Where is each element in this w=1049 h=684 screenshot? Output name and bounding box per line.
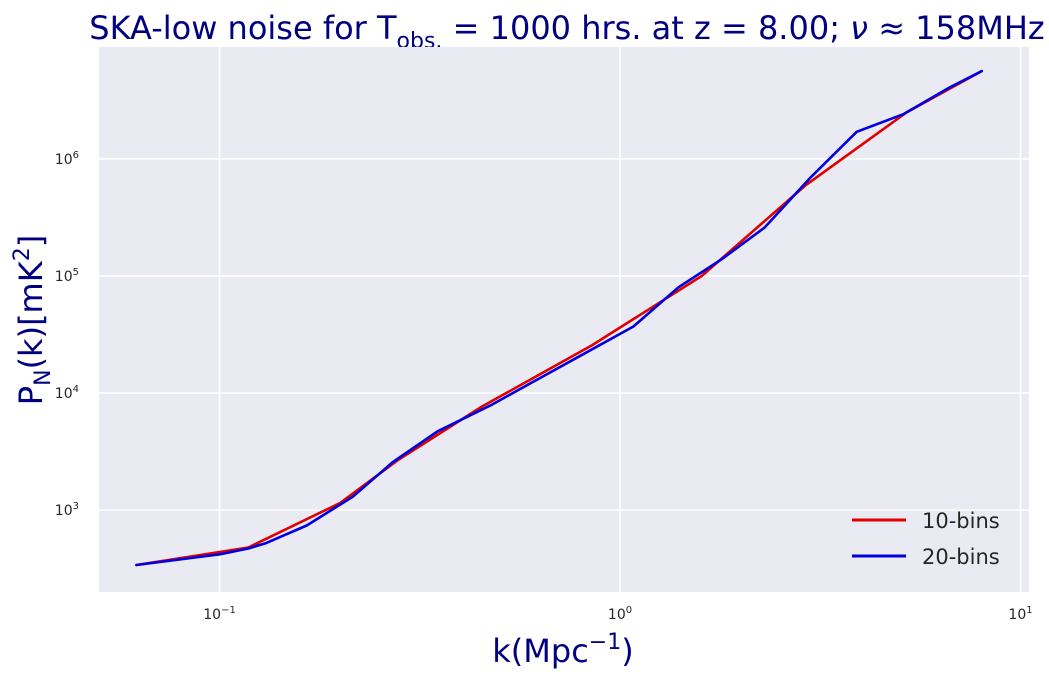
y-tick-label: 104 bbox=[55, 384, 79, 402]
y-axis-label-sub: N bbox=[31, 369, 56, 385]
title-prefix: SKA-low noise for T bbox=[89, 9, 397, 47]
x-tick-exponent: −1 bbox=[221, 605, 236, 616]
title-nu: ν bbox=[850, 9, 868, 47]
x-tick-label: 101 bbox=[1008, 605, 1032, 623]
y-axis-label-p: P bbox=[12, 386, 50, 405]
title-middle: = 1000 hrs. at z = 8.00; bbox=[442, 9, 850, 47]
legend: 10-bins 20-bins bbox=[852, 509, 1000, 569]
x-tick-exponent: 0 bbox=[626, 605, 632, 616]
y-tick-label: 103 bbox=[55, 501, 79, 519]
x-tick-label: 10−1 bbox=[203, 605, 236, 623]
x-axis-label-close: ) bbox=[621, 632, 633, 670]
grid-lines bbox=[99, 47, 1029, 592]
y-tick-base: 10 bbox=[55, 503, 73, 519]
y-axis-label: PN(k)[mK2] bbox=[10, 235, 56, 405]
y-tick-exponent: 4 bbox=[73, 384, 79, 395]
title-suffix: ≈ 158MHz bbox=[868, 9, 1045, 47]
y-tick-label: 105 bbox=[55, 267, 79, 285]
y-tick-label: 106 bbox=[55, 150, 79, 168]
x-axis-label: k(Mpc−1) bbox=[492, 630, 633, 670]
x-tick-exponent: 1 bbox=[1026, 605, 1032, 616]
x-tick-label: 100 bbox=[608, 605, 632, 623]
y-tick-base: 10 bbox=[55, 386, 73, 402]
y-axis-label-close: ] bbox=[12, 235, 50, 247]
x-tick-base: 10 bbox=[608, 607, 626, 623]
y-tick-exponent: 6 bbox=[73, 150, 79, 161]
y-tick-base: 10 bbox=[55, 269, 73, 285]
series-lines bbox=[135, 69, 984, 567]
y-tick-exponent: 3 bbox=[73, 501, 79, 512]
y-axis-label-rest: (k)[mK bbox=[12, 260, 50, 369]
x-tick-base: 10 bbox=[1008, 607, 1026, 623]
x-tick-base: 10 bbox=[203, 607, 221, 623]
y-tick-base: 10 bbox=[55, 152, 73, 168]
series-line-20-bins bbox=[135, 69, 984, 567]
x-axis-label-main: k(Mpc bbox=[492, 632, 589, 670]
legend-label-20-bins: 20-bins bbox=[922, 545, 1000, 569]
chart-title: SKA-low noise for Tobs. = 1000 hrs. at z… bbox=[89, 9, 1044, 54]
plot-area bbox=[99, 47, 1029, 592]
y-axis-label-sup: 2 bbox=[10, 247, 35, 261]
x-axis-label-sup: −1 bbox=[589, 630, 621, 655]
legend-label-10-bins: 10-bins bbox=[922, 509, 1000, 533]
series-line-10-bins bbox=[135, 69, 984, 567]
y-tick-exponent: 5 bbox=[73, 267, 79, 278]
